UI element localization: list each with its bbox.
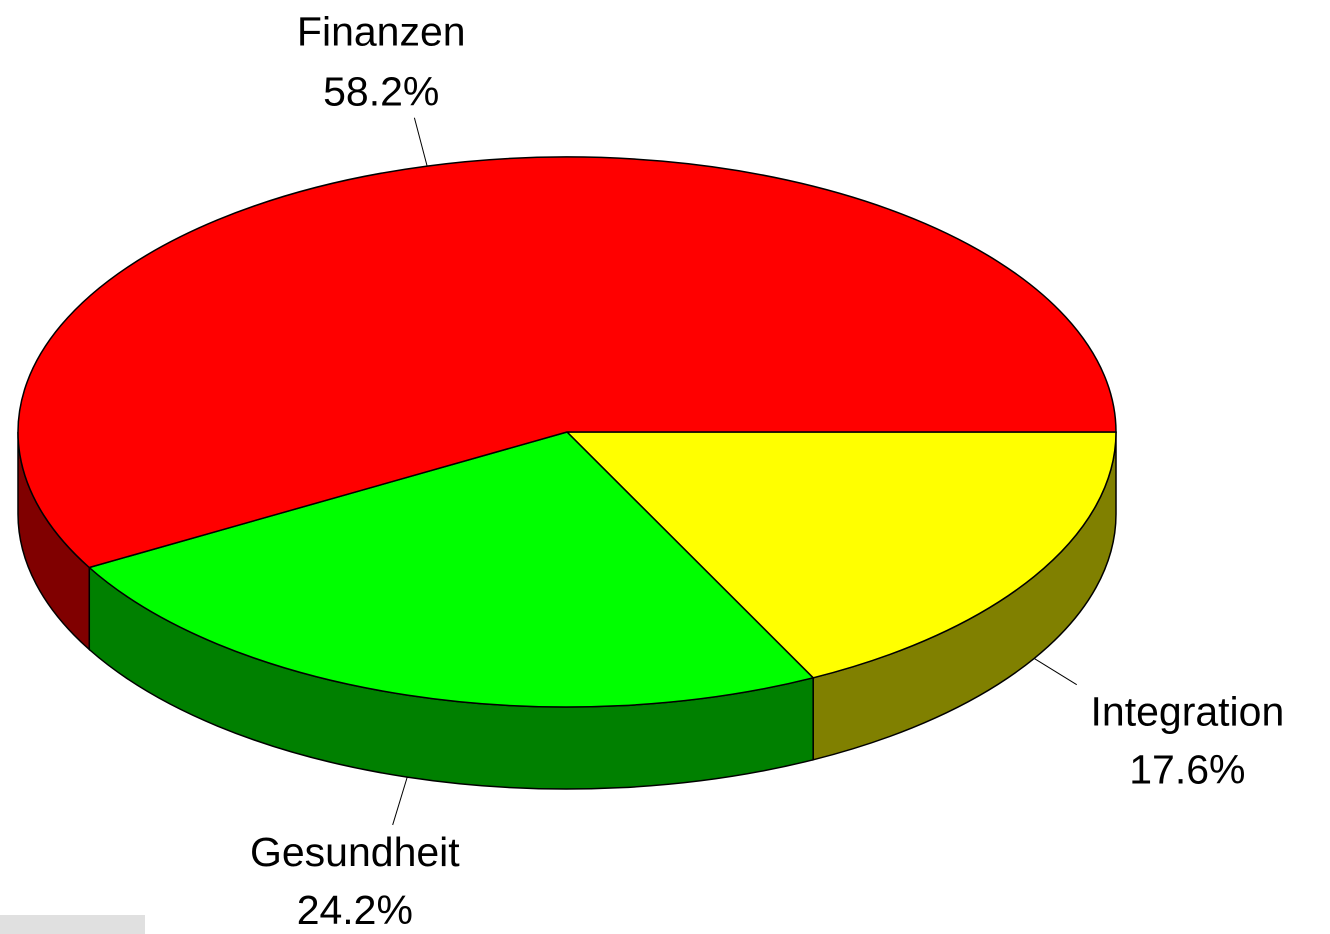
slice	[87, 431, 815, 708]
leader-line	[1033, 657, 1078, 686]
leader-line	[392, 776, 408, 826]
slice	[565, 431, 1117, 679]
value-label: 58.2%	[323, 69, 439, 115]
value-label: 24.2%	[297, 887, 413, 933]
leader-line	[413, 117, 428, 167]
slice-label: Finanzen	[297, 9, 466, 55]
slice-label: Integration	[1091, 689, 1285, 735]
slice-label: Gesundheit	[250, 829, 460, 875]
value-label: 17.6%	[1129, 747, 1245, 793]
slice	[17, 156, 1117, 569]
corner-box	[0, 915, 145, 934]
